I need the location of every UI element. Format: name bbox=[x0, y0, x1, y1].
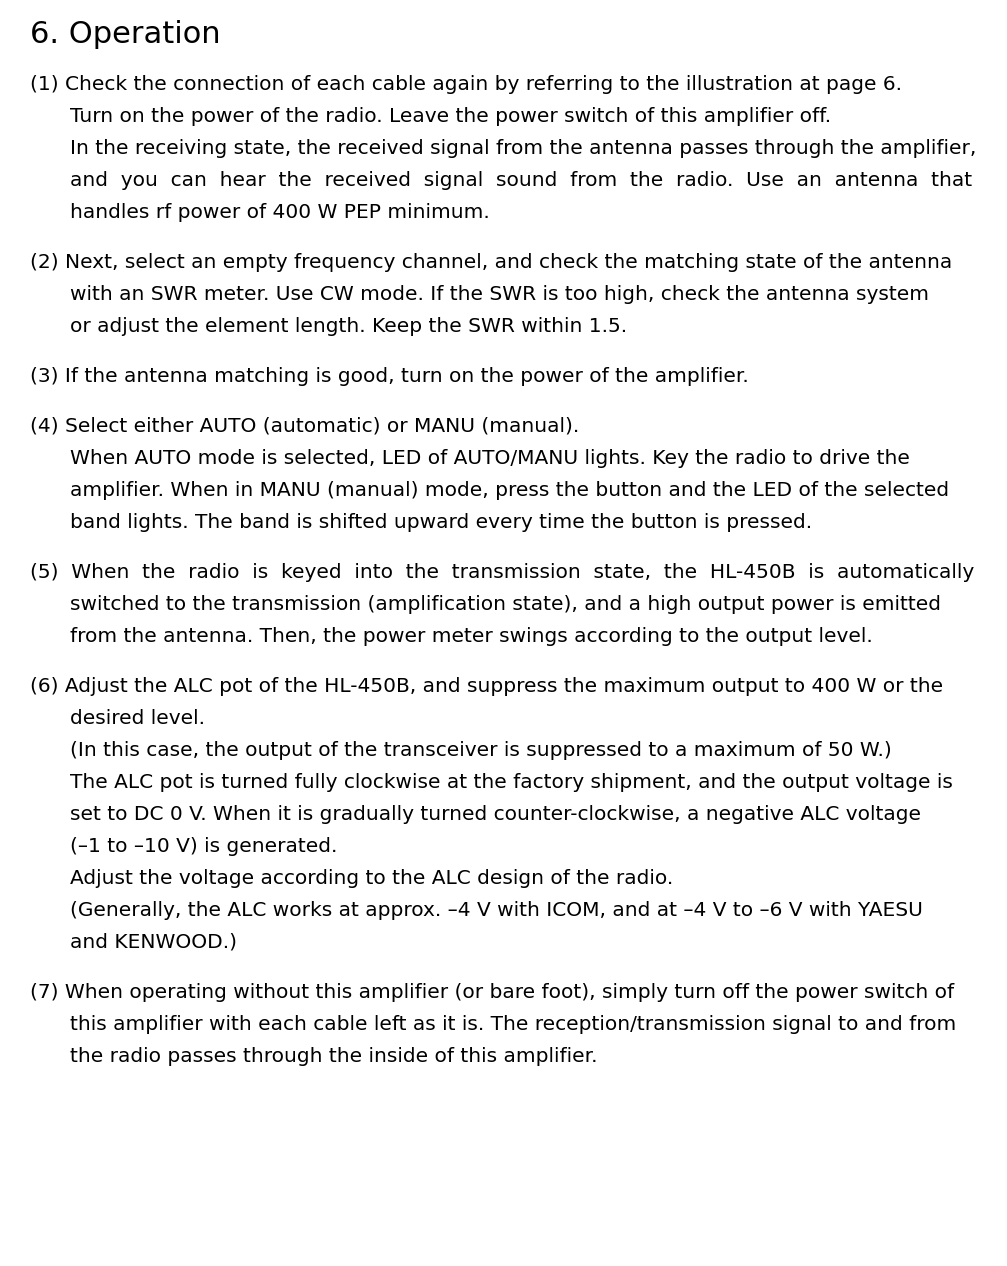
Text: desired level.: desired level. bbox=[70, 709, 205, 728]
Text: (–1 to –10 V) is generated.: (–1 to –10 V) is generated. bbox=[70, 837, 337, 856]
Text: When AUTO mode is selected, LED of AUTO/MANU lights. Key the radio to drive the: When AUTO mode is selected, LED of AUTO/… bbox=[70, 449, 910, 468]
Text: with an SWR meter. Use CW mode. If the SWR is too high, check the antenna system: with an SWR meter. Use CW mode. If the S… bbox=[70, 285, 929, 304]
Text: (7) When operating without this amplifier (or bare foot), simply turn off the po: (7) When operating without this amplifie… bbox=[30, 982, 954, 1001]
Text: In the receiving state, the received signal from the antenna passes through the : In the receiving state, the received sig… bbox=[70, 139, 977, 158]
Text: (5)  When  the  radio  is  keyed  into  the  transmission  state,  the  HL-450B : (5) When the radio is keyed into the tra… bbox=[30, 563, 974, 582]
Text: or adjust the element length. Keep the SWR within 1.5.: or adjust the element length. Keep the S… bbox=[70, 316, 627, 335]
Text: this amplifier with each cable left as it is. The reception/transmission signal : this amplifier with each cable left as i… bbox=[70, 1015, 957, 1034]
Text: Turn on the power of the radio. Leave the power switch of this amplifier off.: Turn on the power of the radio. Leave th… bbox=[70, 108, 831, 127]
Text: (1) Check the connection of each cable again by referring to the illustration at: (1) Check the connection of each cable a… bbox=[30, 75, 902, 94]
Text: and KENWOOD.): and KENWOOD.) bbox=[70, 933, 237, 952]
Text: and  you  can  hear  the  received  signal  sound  from  the  radio.  Use  an  a: and you can hear the received signal sou… bbox=[70, 171, 972, 190]
Text: amplifier. When in MANU (manual) mode, press the button and the LED of the selec: amplifier. When in MANU (manual) mode, p… bbox=[70, 481, 950, 500]
Text: (4) Select either AUTO (automatic) or MANU (manual).: (4) Select either AUTO (automatic) or MA… bbox=[30, 417, 579, 436]
Text: (2) Next, select an empty frequency channel, and check the matching state of the: (2) Next, select an empty frequency chan… bbox=[30, 253, 953, 272]
Text: (6) Adjust the ALC pot of the HL-450B, and suppress the maximum output to 400 W : (6) Adjust the ALC pot of the HL-450B, a… bbox=[30, 677, 944, 696]
Text: the radio passes through the inside of this amplifier.: the radio passes through the inside of t… bbox=[70, 1047, 597, 1066]
Text: band lights. The band is shifted upward every time the button is pressed.: band lights. The band is shifted upward … bbox=[70, 513, 812, 532]
Text: Adjust the voltage according to the ALC design of the radio.: Adjust the voltage according to the ALC … bbox=[70, 868, 674, 887]
Text: (3) If the antenna matching is good, turn on the power of the amplifier.: (3) If the antenna matching is good, tur… bbox=[30, 367, 749, 386]
Text: 6. Operation: 6. Operation bbox=[30, 20, 221, 49]
Text: (In this case, the output of the transceiver is suppressed to a maximum of 50 W.: (In this case, the output of the transce… bbox=[70, 741, 892, 760]
Text: (Generally, the ALC works at approx. –4 V with ICOM, and at –4 V to –6 V with YA: (Generally, the ALC works at approx. –4 … bbox=[70, 901, 922, 920]
Text: from the antenna. Then, the power meter swings according to the output level.: from the antenna. Then, the power meter … bbox=[70, 627, 873, 646]
Text: switched to the transmission (amplification state), and a high output power is e: switched to the transmission (amplificat… bbox=[70, 595, 941, 614]
Text: set to DC 0 V. When it is gradually turned counter-clockwise, a negative ALC vol: set to DC 0 V. When it is gradually turn… bbox=[70, 805, 921, 824]
Text: The ALC pot is turned fully clockwise at the factory shipment, and the output vo: The ALC pot is turned fully clockwise at… bbox=[70, 774, 953, 793]
Text: handles rf power of 400 W PEP minimum.: handles rf power of 400 W PEP minimum. bbox=[70, 203, 489, 222]
